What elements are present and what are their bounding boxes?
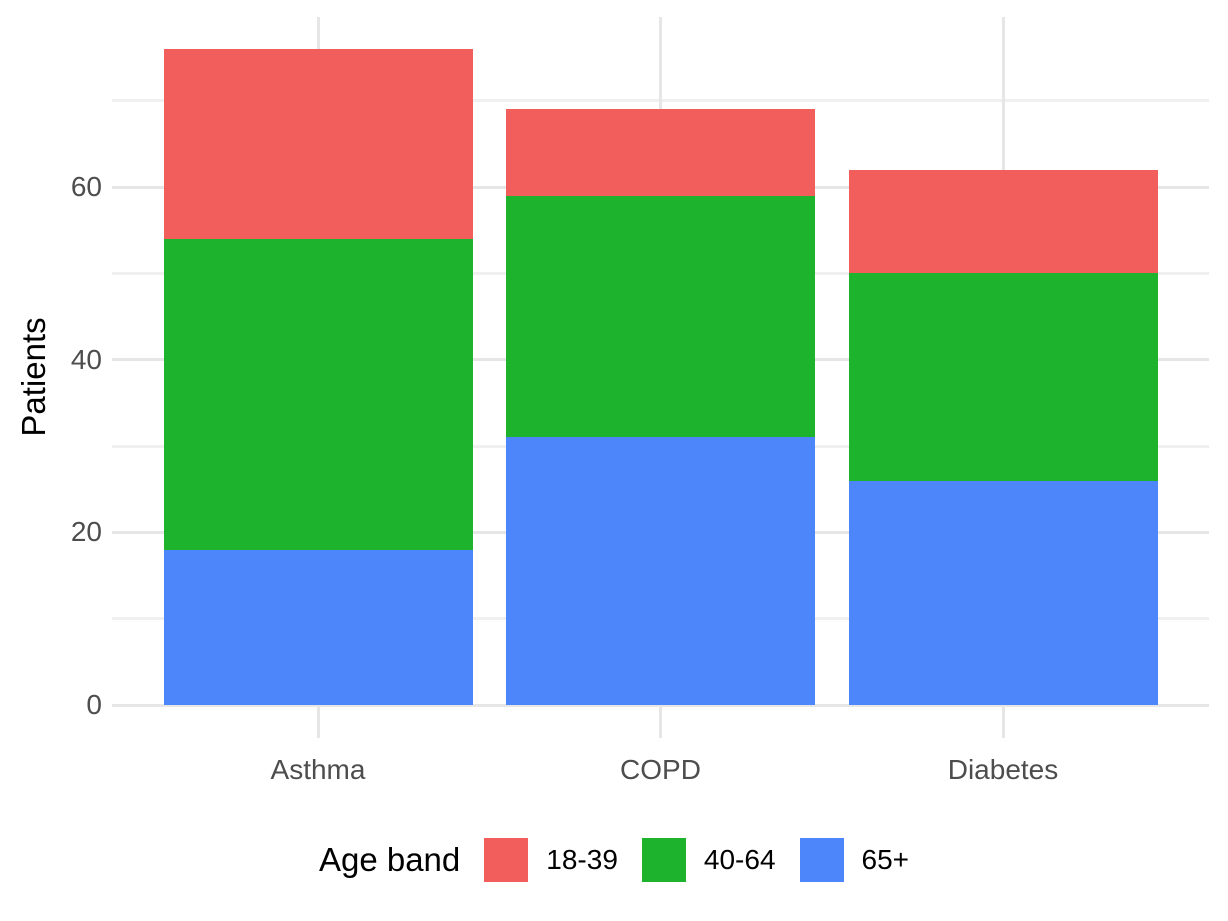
y-axis-title: Patients xyxy=(15,317,52,437)
x-category-label: Asthma xyxy=(270,754,366,785)
legend-label: 18-39 xyxy=(546,844,618,875)
y-tick-label: 60 xyxy=(70,171,102,202)
legend-label: 65+ xyxy=(861,844,910,875)
bar-segment-asthma-18-39 xyxy=(163,48,473,239)
legend-swatch-18-39 xyxy=(484,838,529,882)
x-category-label: Diabetes xyxy=(947,754,1059,785)
plot-area xyxy=(112,17,1209,738)
bar-segment-copd-18-39 xyxy=(506,109,815,196)
bar-segment-diabetes-18-39 xyxy=(848,169,1158,274)
bar-segment-asthma-40-64 xyxy=(163,238,473,550)
legend-item: 18-39 xyxy=(484,838,618,882)
bar-segment-diabetes-40-64 xyxy=(848,273,1158,481)
legend-items: 18-39 40-64 65+ xyxy=(484,838,909,882)
legend-item: 40-64 xyxy=(641,838,776,882)
legend-swatch-65+ xyxy=(799,838,844,882)
legend: Age band 18-39 40-64 65+ xyxy=(0,834,1228,886)
bar-segment-asthma-65+ xyxy=(163,549,473,705)
bar-segment-diabetes-65+ xyxy=(848,480,1158,705)
x-category-label: COPD xyxy=(620,754,701,785)
y-tick-label: 0 xyxy=(86,689,102,720)
bar-segment-copd-40-64 xyxy=(506,195,815,438)
y-tick-label: 20 xyxy=(70,516,102,548)
legend-swatch-40-64 xyxy=(641,838,686,882)
y-tick-label: 40 xyxy=(70,343,102,375)
legend-label: 40-64 xyxy=(703,844,776,875)
legend-title: Age band xyxy=(318,841,461,878)
bar-segment-copd-65+ xyxy=(506,437,815,705)
legend-item: 65+ xyxy=(799,838,910,882)
